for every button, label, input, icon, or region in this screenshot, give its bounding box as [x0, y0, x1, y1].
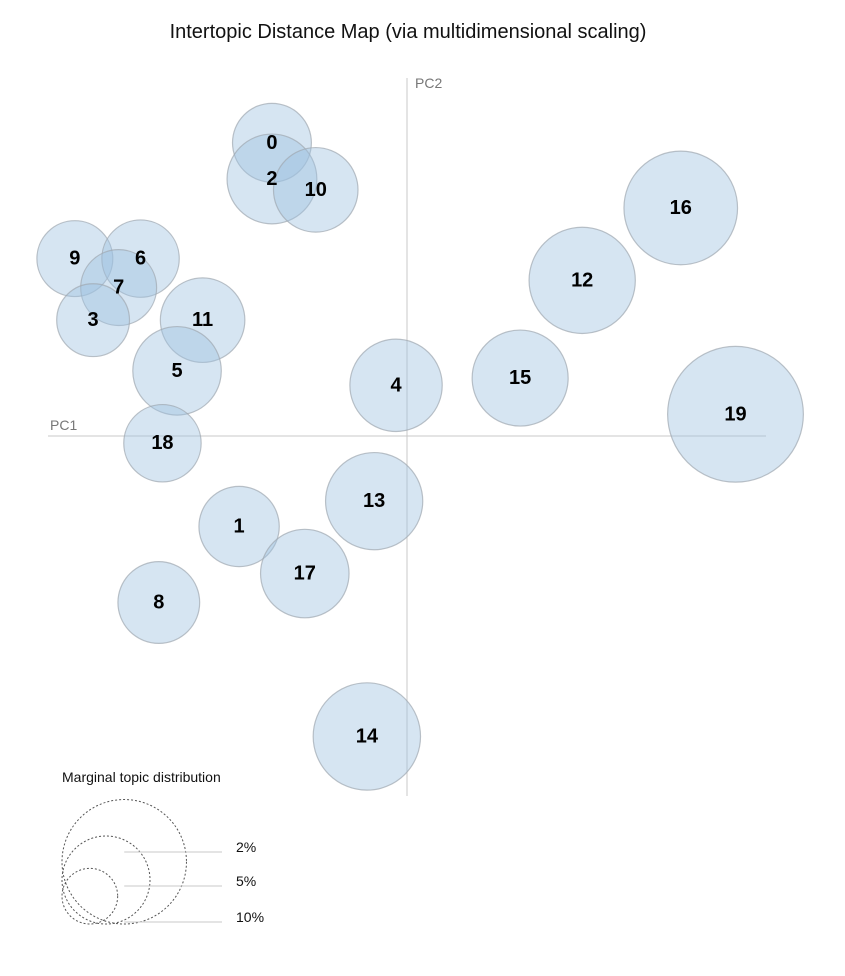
legend-circle-2pct [61, 867, 119, 925]
legend-label-10pct: 10% [236, 909, 264, 925]
topic-label-8: 8 [153, 592, 164, 614]
topic-label-11: 11 [192, 309, 213, 331]
topic-label-1: 1 [234, 516, 245, 538]
topic-bubble-13[interactable] [324, 451, 424, 551]
chart-title: Intertopic Distance Map (via multidimens… [170, 21, 647, 43]
legend-circle-5pct [61, 835, 151, 925]
topic-bubble-18[interactable] [123, 403, 202, 483]
legend-label-2pct: 2% [236, 839, 256, 855]
topic-label-19: 19 [724, 403, 746, 425]
topic-bubble-16[interactable] [623, 150, 739, 266]
topic-label-15: 15 [509, 367, 531, 389]
topic-label-12: 12 [571, 269, 593, 291]
topic-bubble-9[interactable] [36, 220, 114, 298]
topic-bubble-7[interactable] [80, 249, 158, 327]
size-legend: Marginal topic distribution 2% 5% 10% [61, 769, 264, 925]
topic-bubble-1[interactable] [198, 485, 280, 568]
legend-circle-10pct [61, 799, 187, 925]
topic-bubble-3[interactable] [56, 283, 131, 358]
topic-bubble-17[interactable] [259, 528, 350, 619]
topic-bubble-14[interactable] [312, 682, 422, 791]
topic-bubble-11[interactable] [159, 277, 246, 364]
topic-labels: 0 2 10 9 673 11 5 4 15 12 16 19 18 13 1 17 8 14 [69, 132, 746, 748]
topic-bubble-10[interactable] [272, 146, 359, 233]
topic-label-0: 0 [266, 132, 277, 154]
topic-bubbles [36, 102, 804, 791]
legend-items: 2% 5% 10% [61, 799, 264, 925]
topic-label-14: 14 [356, 725, 379, 747]
topic-bubble-8[interactable] [117, 561, 201, 644]
pc2-axis-label: PC2 [415, 75, 442, 91]
topic-label-7: 7 [113, 277, 124, 299]
topic-label-10: 10 [305, 179, 327, 201]
topic-bubble-4[interactable] [349, 338, 443, 433]
topic-label-3: 3 [88, 309, 99, 331]
topic-label-2: 2 [266, 168, 277, 190]
topic-bubble-0[interactable] [231, 102, 312, 183]
legend-label-5pct: 5% [236, 873, 256, 889]
pc1-axis-label: PC1 [50, 417, 77, 433]
topic-label-4: 4 [390, 374, 402, 396]
topic-bubble-15[interactable] [471, 329, 569, 427]
topic-label-9: 9 [69, 248, 80, 270]
topic-bubble-5[interactable] [132, 325, 222, 416]
topic-label-5: 5 [171, 360, 182, 382]
topic-bubble-12[interactable] [528, 226, 636, 335]
topic-bubble-19[interactable] [667, 345, 804, 483]
topic-label-18: 18 [151, 432, 173, 454]
topic-bubble-6[interactable] [101, 219, 180, 298]
topic-bubble-2[interactable] [226, 133, 318, 225]
topic-label-13: 13 [363, 490, 385, 512]
topic-label-6: 6 [135, 248, 146, 270]
topic-label-17: 17 [294, 563, 316, 585]
legend-title: Marginal topic distribution [62, 769, 221, 785]
topic-label-16: 16 [670, 197, 692, 219]
